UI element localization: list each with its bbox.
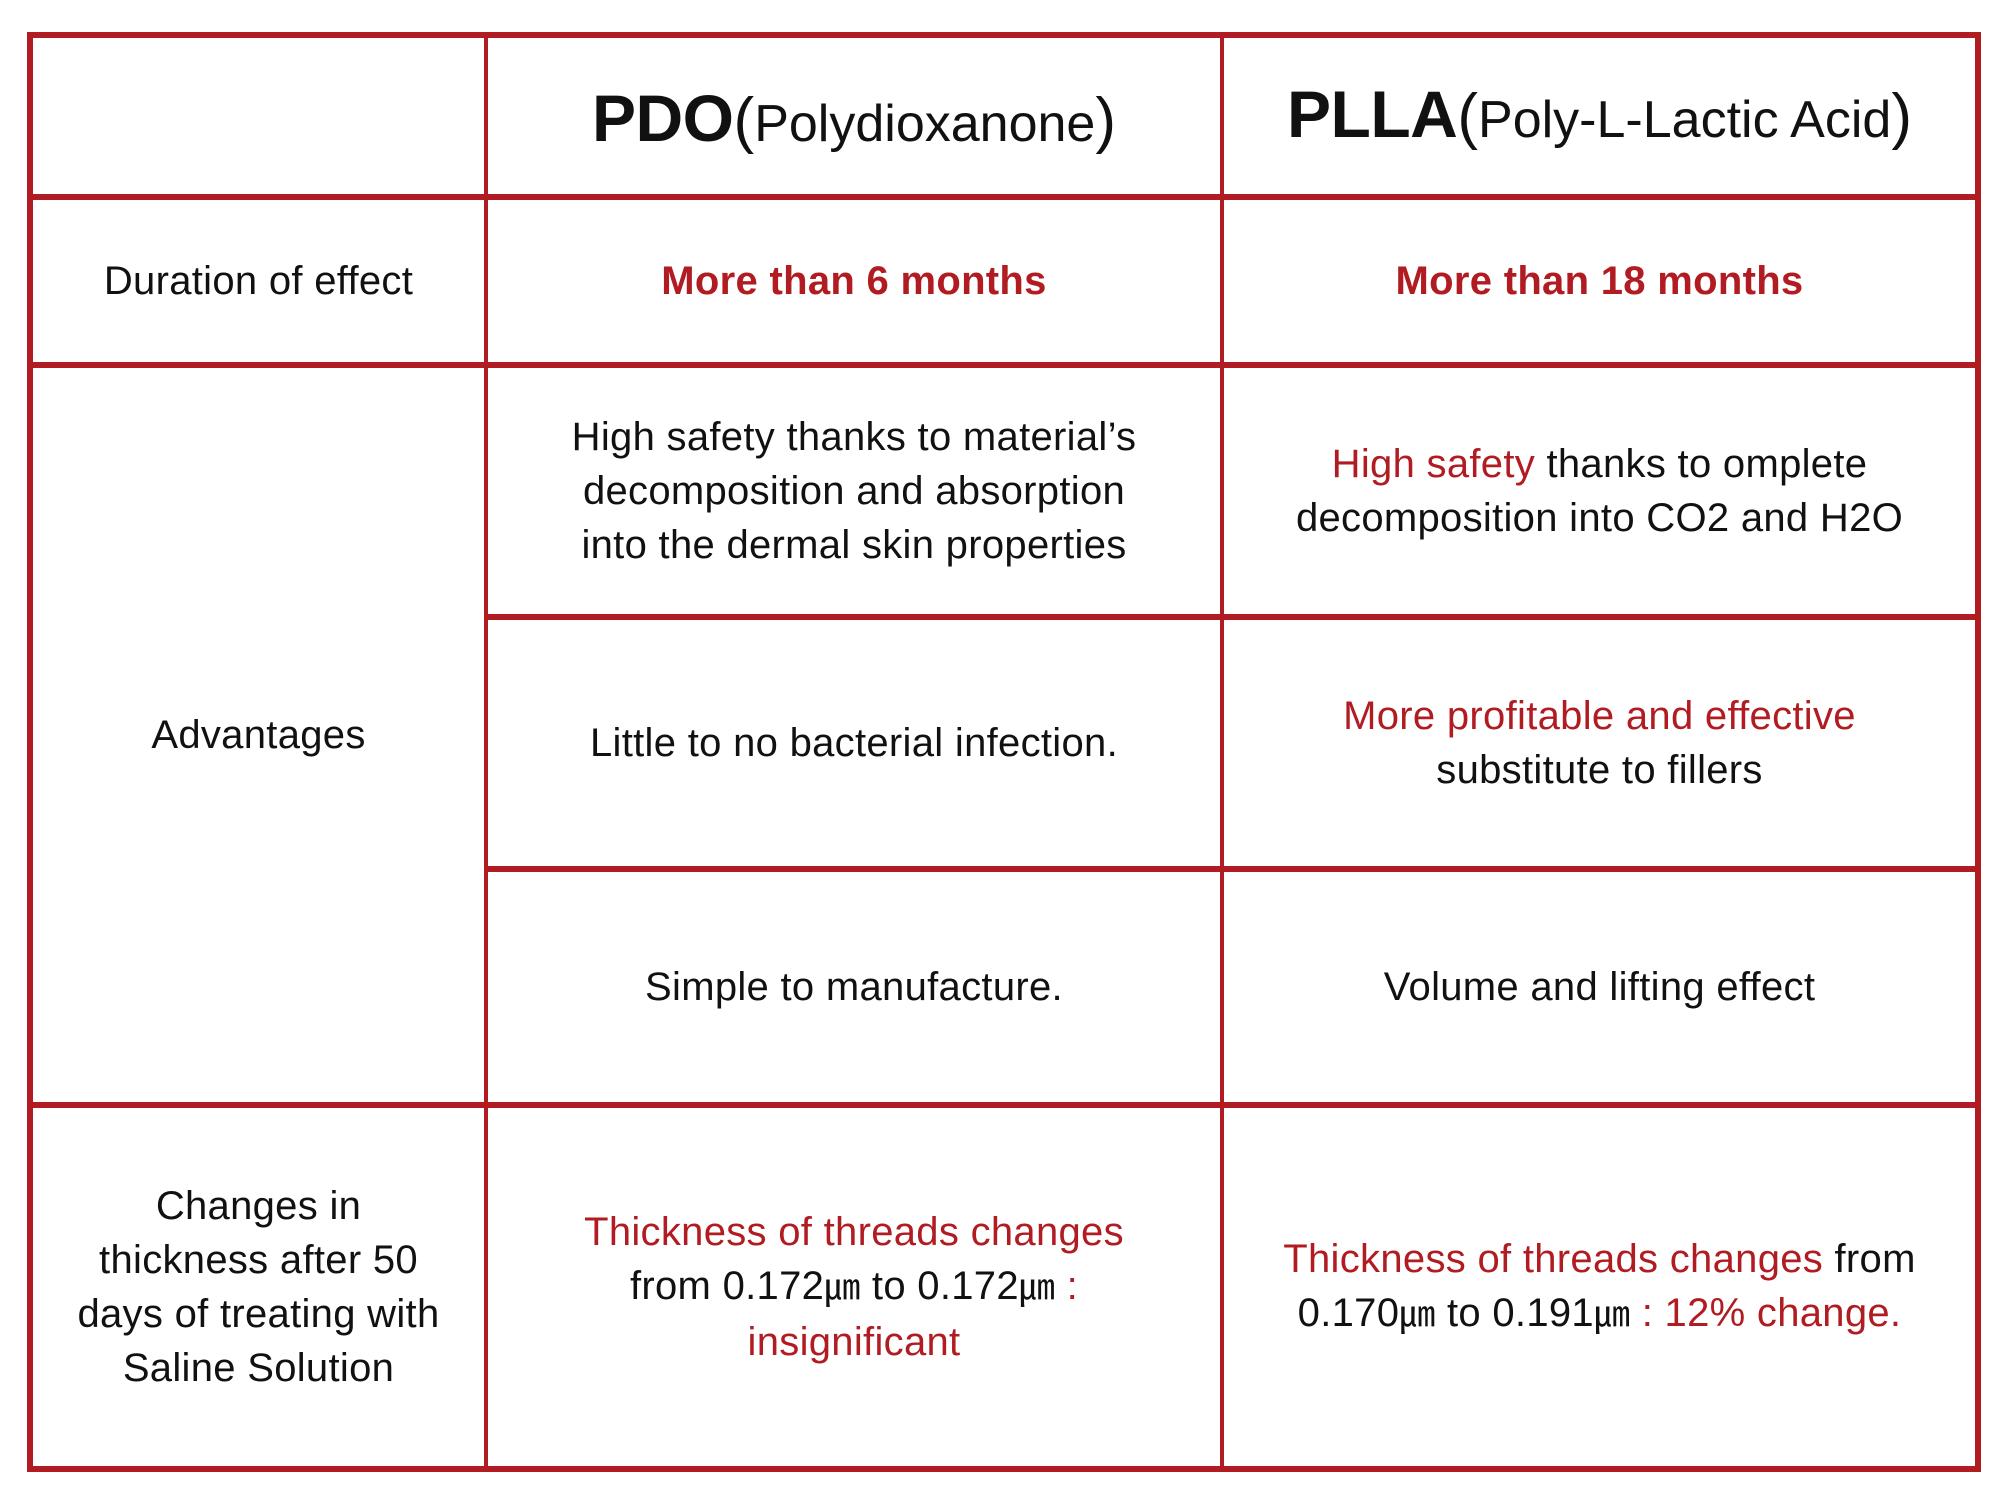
advantage-2-pdo-cell: Little to no bacterial infection.	[488, 620, 1220, 866]
advantage-1-pdo-line: into the dermal skin properties	[581, 523, 1127, 567]
thickness-label-line: Changes in	[155, 1184, 362, 1228]
advantage-1-plla-line2: decomposition into CO2 and H2O	[1295, 496, 1904, 540]
thickness-pdo-from: from 0.172	[629, 1264, 825, 1308]
thickness-pdo-unit: ㎛	[824, 1267, 861, 1308]
header-pdo-full: Polydioxanone	[754, 95, 1096, 153]
row-divider	[27, 194, 1981, 200]
advantage-3-pdo-cell: Simple to manufacture.	[488, 872, 1220, 1102]
thickness-plla-cell: Thickness of threads changes from 0.170㎛…	[1224, 1108, 1975, 1466]
thickness-plla-line2: 0.170㎛ to 0.191㎛ : 12% change.	[1298, 1286, 1902, 1342]
thickness-pdo-cell: Thickness of threads changes from 0.172㎛…	[488, 1108, 1220, 1466]
advantage-2-plla-cell: More profitable and effective substitute…	[1224, 620, 1975, 866]
duration-label: Duration of effect	[103, 259, 414, 303]
advantage-2-plla-line2: substitute to fillers	[1436, 748, 1763, 792]
header-pdo-cell: PDO(Polydioxanone)	[488, 38, 1220, 194]
header-corner-cell	[33, 38, 484, 194]
thickness-plla-unit: ㎛	[1593, 1294, 1631, 1335]
header-pdo-title: PDO(Polydioxanone)	[592, 80, 1116, 156]
thickness-plla-unit: ㎛	[1399, 1294, 1436, 1335]
thickness-plla-highlight: Thickness of threads changes	[1283, 1237, 1824, 1281]
thickness-pdo-to: to 0.172	[860, 1264, 1019, 1308]
row-divider	[27, 362, 1981, 368]
header-pdo-close: )	[1095, 86, 1116, 155]
header-plla-cell: PLLA(Poly-L-Lactic Acid)	[1224, 38, 1975, 194]
row-divider	[484, 614, 1981, 620]
thickness-label-line: days of treating with	[77, 1292, 440, 1336]
column-divider	[1220, 32, 1224, 1472]
thickness-plla-from: 0.170	[1297, 1291, 1400, 1335]
header-pdo-abbr: PDO	[592, 81, 734, 155]
advantage-2-pdo-value: Little to no bacterial infection.	[590, 721, 1118, 765]
duration-pdo-cell: More than 6 months	[488, 200, 1220, 362]
column-divider	[484, 32, 488, 1472]
advantage-3-pdo-value: Simple to manufacture.	[645, 965, 1063, 1009]
thickness-plla-from-word: from	[1823, 1237, 1916, 1281]
thickness-label-line: Saline Solution	[122, 1346, 395, 1390]
header-plla-close: )	[1891, 82, 1912, 151]
advantages-label-cell: Advantages	[33, 368, 484, 1102]
thickness-plla-change: : 12% change.	[1630, 1291, 1902, 1335]
header-plla-abbr: PLLA	[1287, 77, 1458, 151]
header-plla-title: PLLA(Poly-L-Lactic Acid)	[1287, 76, 1912, 152]
thickness-pdo-unit: ㎛	[1018, 1267, 1056, 1308]
advantage-1-pdo-line: decomposition and absorption	[582, 469, 1126, 513]
thickness-plla-to: to 0.191	[1435, 1291, 1594, 1335]
thickness-pdo-colon: :	[1055, 1264, 1079, 1308]
thickness-pdo-line2: from 0.172㎛ to 0.172㎛ :	[630, 1259, 1078, 1315]
row-divider	[27, 1102, 1981, 1108]
header-plla-open: (	[1457, 82, 1479, 151]
thickness-pdo-line3: insignificant	[747, 1320, 961, 1364]
advantage-3-plla-cell: Volume and lifting effect	[1224, 872, 1975, 1102]
duration-pdo-value: More than 6 months	[661, 259, 1047, 303]
duration-plla-cell: More than 18 months	[1224, 200, 1975, 362]
row-divider	[484, 866, 1981, 872]
thickness-label-line: thickness after 50	[99, 1238, 418, 1282]
thickness-pdo-line1: Thickness of threads changes	[584, 1210, 1124, 1254]
thickness-label-cell: Changes in thickness after 50 days of tr…	[33, 1108, 484, 1466]
advantage-3-plla-value: Volume and lifting effect	[1383, 965, 1816, 1009]
advantage-1-pdo-cell: High safety thanks to material’s decompo…	[488, 368, 1220, 614]
header-plla-full: Poly-L-Lactic Acid	[1478, 91, 1892, 149]
duration-plla-value: More than 18 months	[1395, 259, 1804, 303]
advantage-1-plla-cell: High safety thanks to omplete decomposit…	[1224, 368, 1975, 614]
advantage-1-plla-rest: thanks to omplete	[1535, 442, 1868, 486]
header-pdo-open: (	[733, 86, 755, 155]
advantage-1-pdo-line: High safety thanks to material’s	[571, 415, 1137, 459]
advantage-1-plla-highlight: High safety	[1331, 442, 1536, 486]
thickness-plla-line1: Thickness of threads changes from	[1283, 1232, 1915, 1286]
advantages-label: Advantages	[151, 713, 366, 757]
comparison-table	[27, 32, 1981, 1472]
advantage-1-plla-line: High safety thanks to omplete	[1332, 437, 1868, 491]
advantage-2-plla-highlight: More profitable and effective	[1343, 694, 1856, 738]
duration-label-cell: Duration of effect	[33, 200, 484, 362]
